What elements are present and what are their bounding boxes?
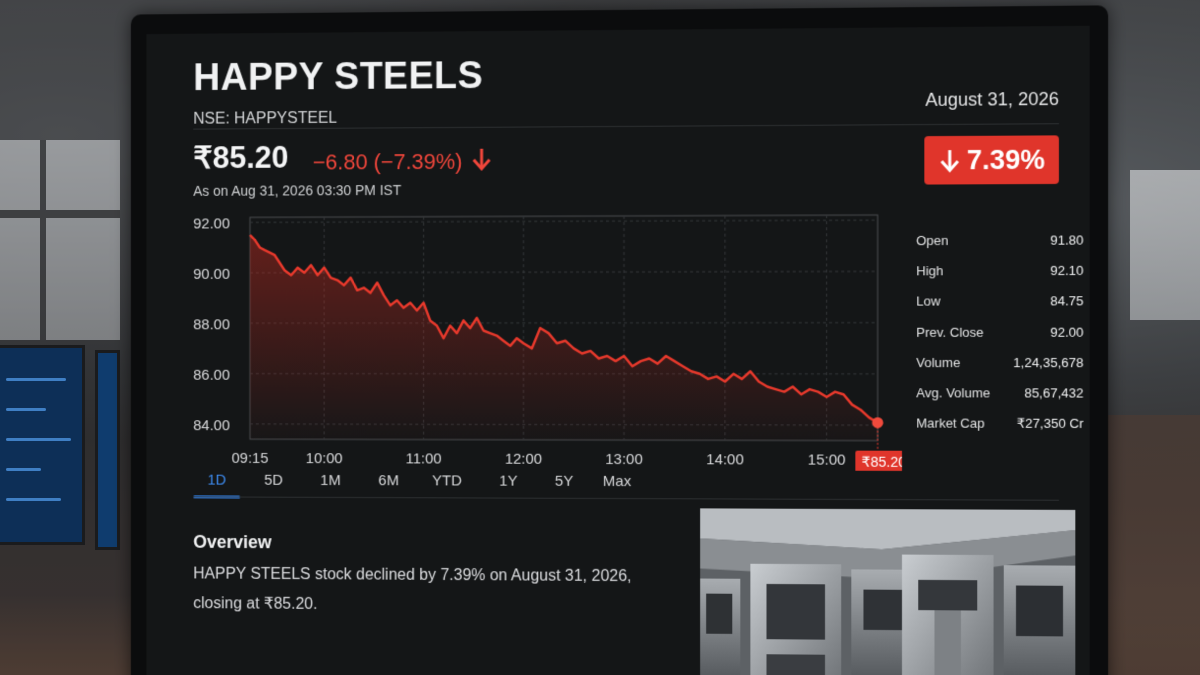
price-area bbox=[249, 232, 878, 441]
stock-screen: HAPPY STEELS NSE: HAPPYSTEEL August 31, … bbox=[146, 25, 1090, 675]
price-change: −6.80 (−7.39%) bbox=[312, 148, 463, 175]
range-tabs: 1D 5D 1M 6M YTD 1Y 5Y Max bbox=[193, 469, 631, 510]
y-gridline bbox=[250, 271, 878, 272]
x-tick-label: 12:00 bbox=[505, 452, 542, 468]
stat-value: 92.10 bbox=[1050, 262, 1084, 279]
background-window-right bbox=[1130, 170, 1200, 320]
badge-percent: 7.39% bbox=[966, 144, 1045, 175]
stat-value: ₹27,350 Cr bbox=[1016, 415, 1084, 431]
stat-value: 85,67,432 bbox=[1024, 385, 1084, 401]
stats-panel: Open 91.80 High 92.10 Low 84.75 Prev. Close 92.… bbox=[916, 224, 1083, 439]
y-tick-label: 90.00 bbox=[193, 267, 230, 283]
stat-label: Low bbox=[916, 293, 941, 309]
last-price-label: ₹85.20 bbox=[861, 454, 902, 470]
stat-row: Low 84.75 bbox=[916, 286, 1083, 317]
down-arrow-icon bbox=[938, 147, 960, 173]
steel-beams-image bbox=[700, 508, 1076, 675]
stat-label: Prev. Close bbox=[916, 324, 984, 340]
y-tick-label: 88.00 bbox=[193, 317, 230, 333]
percent-change-badge: 7.39% bbox=[924, 135, 1059, 185]
stat-row: Prev. Close 92.00 bbox=[916, 316, 1083, 347]
y-gridline bbox=[250, 220, 878, 222]
x-tick-label: 10:00 bbox=[306, 451, 343, 467]
company-name: HAPPY STEELS bbox=[193, 55, 484, 99]
current-price: ₹85.20 bbox=[193, 139, 289, 176]
stat-label: Avg. Volume bbox=[916, 385, 991, 401]
stat-value: 91.80 bbox=[1050, 232, 1084, 248]
stat-row: Open 91.80 bbox=[916, 224, 1083, 255]
as-of-timestamp: As on Aug 31, 2026 03:30 PM IST bbox=[193, 182, 402, 199]
stat-row: Volume 1,24,35,678 bbox=[916, 347, 1083, 378]
ticker-symbol: NSE: HAPPYSTEEL bbox=[193, 109, 338, 128]
header-date: August 31, 2026 bbox=[925, 88, 1059, 110]
stat-value: 1,24,35,678 bbox=[1013, 354, 1084, 371]
background-monitor bbox=[0, 345, 85, 545]
x-tick-label: 09:15 bbox=[232, 451, 269, 467]
price-chart[interactable]: 92.00 90.00 88.00 86.00 84.00 09:15 10:00 11:00… bbox=[185, 199, 902, 471]
background-window bbox=[0, 140, 120, 340]
background-monitor-2 bbox=[95, 350, 120, 550]
stat-label: High bbox=[916, 263, 944, 279]
x-tick-label: 11:00 bbox=[406, 451, 442, 467]
stat-row: Market Cap ₹27,350 Cr bbox=[916, 408, 1083, 439]
x-tick-label: 14:00 bbox=[706, 452, 744, 468]
down-arrow-icon bbox=[471, 145, 493, 173]
y-tick-label: 84.00 bbox=[193, 418, 230, 434]
stat-label: Volume bbox=[916, 354, 961, 370]
last-price-tag bbox=[855, 450, 902, 471]
x-tick-label: 13:00 bbox=[605, 452, 642, 468]
last-price-marker bbox=[872, 417, 884, 429]
overview-text: HAPPY STEELS stock declined by 7.39% on … bbox=[193, 565, 632, 613]
y-tick-label: 92.00 bbox=[193, 216, 230, 232]
monitor-bezel: HAPPY STEELS NSE: HAPPYSTEEL August 31, … bbox=[130, 5, 1109, 675]
y-tick-label: 86.00 bbox=[193, 368, 230, 384]
stat-label: Open bbox=[916, 232, 949, 248]
x-tick-label: 15:00 bbox=[808, 452, 846, 468]
stat-row: Avg. Volume 85,67,432 bbox=[916, 378, 1083, 409]
overview-title: Overview bbox=[193, 531, 272, 553]
stat-row: High 92.10 bbox=[916, 255, 1083, 286]
stat-label: Market Cap bbox=[916, 415, 985, 432]
stat-value: 92.00 bbox=[1050, 324, 1084, 340]
stat-value: 84.75 bbox=[1050, 293, 1084, 309]
